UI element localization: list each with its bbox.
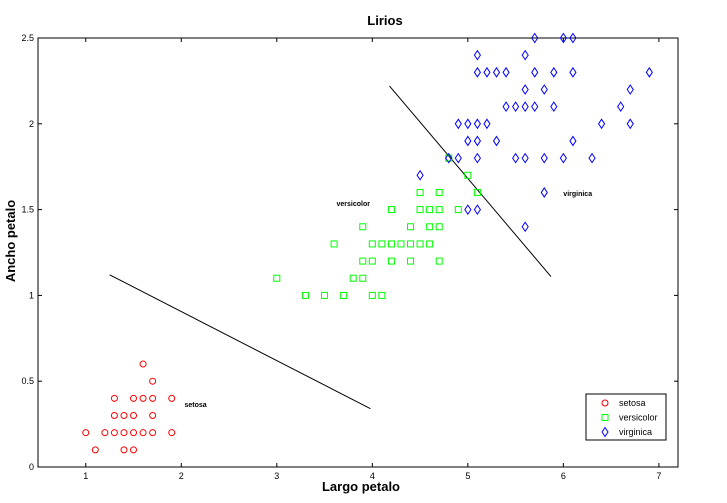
x-tick-label: 3: [274, 471, 279, 481]
y-tick-label: 0: [29, 462, 34, 472]
chart-title: Lirios: [367, 13, 402, 28]
y-tick-label: 2: [29, 119, 34, 129]
y-tick-label: 0.5: [21, 376, 34, 386]
x-tick-label: 1: [83, 471, 88, 481]
x-tick-label: 7: [656, 471, 661, 481]
annotation-label: virginica: [563, 191, 592, 198]
x-axis-label: Largo petalo: [322, 479, 400, 494]
annotation-label: versicolor: [336, 201, 370, 208]
legend-label: setosa: [619, 398, 646, 408]
y-tick-label: 1: [29, 290, 34, 300]
x-tick-label: 5: [465, 471, 470, 481]
y-tick-label: 1.5: [21, 205, 34, 215]
y-tick-label: 2.5: [21, 33, 34, 43]
x-tick-label: 2: [179, 471, 184, 481]
legend-label: versicolor: [619, 413, 658, 423]
x-tick-label: 6: [561, 471, 566, 481]
y-axis-label: Ancho petalo: [3, 200, 18, 282]
legend-label: virginica: [619, 427, 652, 437]
legend: setosa versicolor virginica: [586, 394, 666, 440]
annotation-label: setosa: [185, 402, 207, 409]
